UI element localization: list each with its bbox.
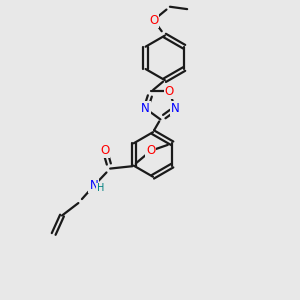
Text: N: N [89,179,98,192]
Text: N: N [141,102,150,115]
Text: O: O [149,14,158,27]
Text: H: H [97,183,104,193]
Text: O: O [100,144,110,157]
Text: O: O [146,144,155,157]
Text: O: O [165,85,174,98]
Text: N: N [171,102,179,115]
